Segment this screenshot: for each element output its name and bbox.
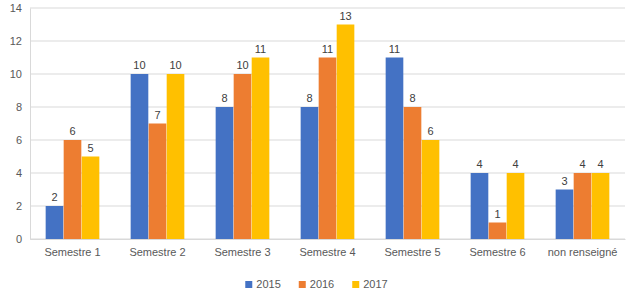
bar	[131, 74, 149, 239]
x-tick-label: Semestre 6	[469, 246, 525, 258]
data-label: 1	[494, 208, 500, 220]
bar	[337, 25, 355, 240]
x-tick-label: Semestre 1	[44, 246, 100, 258]
bar	[404, 107, 422, 239]
bar	[46, 206, 64, 239]
y-tick-label: 0	[16, 233, 22, 245]
bar	[149, 124, 167, 240]
series-bars	[64, 58, 592, 240]
x-tick-label: Semestre 2	[129, 246, 185, 258]
legend-swatch	[245, 281, 252, 288]
bar	[319, 58, 337, 240]
bar	[64, 140, 82, 239]
y-tick-label: 8	[16, 101, 22, 113]
bar	[301, 107, 319, 239]
bar	[507, 173, 525, 239]
bar	[386, 58, 404, 240]
data-label: 10	[133, 59, 145, 71]
y-tick: 0	[16, 233, 30, 245]
data-label: 11	[255, 43, 266, 55]
data-label: 5	[87, 142, 93, 154]
grid	[30, 8, 625, 239]
data-label: 11	[389, 43, 400, 55]
bar	[167, 74, 185, 239]
legend-item: 2017	[352, 278, 387, 290]
bar	[82, 157, 100, 240]
plot-area: 02468101214Semestre 1Semestre 2Semestre …	[10, 2, 626, 258]
y-tick: 2	[16, 200, 30, 212]
legend-swatch	[352, 281, 359, 288]
data-label: 8	[306, 92, 312, 104]
data-label: 10	[236, 59, 248, 71]
y-tick: 14	[10, 2, 30, 14]
bar	[489, 223, 507, 240]
y-tick-label: 10	[10, 68, 22, 80]
data-label: 8	[409, 92, 415, 104]
y-tick: 6	[16, 134, 30, 146]
grid-line	[30, 41, 625, 42]
bar	[471, 173, 489, 239]
legend-swatch	[299, 281, 306, 288]
x-tick-label: Semestre 4	[299, 246, 355, 258]
y-tick: 8	[16, 101, 30, 113]
y-tick: 10	[10, 68, 30, 80]
bars	[46, 25, 610, 240]
data-label: 4	[597, 158, 603, 170]
x-tick: Semestre 6	[469, 239, 525, 258]
y-axis: 0 2 4 6 8 10 12 14	[10, 2, 31, 245]
data-label: 4	[512, 158, 518, 170]
legend: 2015 2016 2017	[245, 278, 387, 290]
x-tick-label: Semestre 3	[214, 246, 270, 258]
data-label: 11	[322, 43, 333, 55]
y-tick-label: 2	[16, 200, 22, 212]
x-tick-label: non renseigné	[548, 246, 618, 258]
x-tick: Semestre 2	[129, 239, 185, 258]
series-bars	[46, 58, 574, 240]
legend-item: 2016	[299, 278, 334, 290]
bar	[422, 140, 440, 239]
y-tick: 4	[16, 167, 30, 179]
data-label: 2	[51, 191, 57, 203]
bar	[592, 173, 610, 239]
bar	[252, 58, 270, 240]
legend-label: 2015	[256, 278, 280, 290]
legend-item: 2015	[245, 278, 280, 290]
data-label: 7	[154, 109, 160, 121]
chart: 02468101214Semestre 1Semestre 2Semestre …	[0, 0, 633, 301]
y-tick: 12	[10, 35, 30, 47]
y-tick-label: 12	[10, 35, 22, 47]
grid-line	[30, 8, 625, 9]
legend-label: 2017	[363, 278, 387, 290]
x-tick: Semestre 1	[44, 239, 100, 258]
x-tick: Semestre 5	[384, 239, 440, 258]
data-label: 8	[221, 92, 227, 104]
series-bars	[82, 25, 610, 240]
y-tick-label: 4	[16, 167, 22, 179]
data-label: 6	[427, 125, 433, 137]
data-label: 13	[339, 10, 351, 22]
data-label: 4	[476, 158, 482, 170]
data-label: 10	[169, 59, 181, 71]
x-tick: Semestre 3	[214, 239, 270, 258]
data-labels: 2108811436710118145101113644	[51, 10, 603, 220]
x-tick: Semestre 4	[299, 239, 355, 258]
bar	[556, 190, 574, 240]
data-label: 3	[561, 175, 567, 187]
bar	[216, 107, 234, 239]
y-tick-label: 6	[16, 134, 22, 146]
legend-label: 2016	[310, 278, 334, 290]
x-axis-line	[31, 239, 626, 240]
y-axis-line	[30, 9, 31, 240]
x-tick-label: Semestre 5	[384, 246, 440, 258]
x-tick: non renseigné	[548, 239, 618, 258]
x-axis: Semestre 1 Semestre 2 Semestre 3 Semestre 4…	[31, 239, 626, 258]
bar	[234, 74, 252, 239]
bar	[574, 173, 592, 239]
data-label: 6	[69, 125, 75, 137]
data-label: 4	[579, 158, 585, 170]
y-tick-label: 14	[10, 2, 22, 14]
